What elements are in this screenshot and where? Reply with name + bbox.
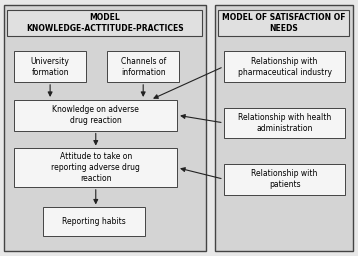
Text: Relationship with
patients: Relationship with patients (251, 169, 318, 189)
FancyBboxPatch shape (224, 108, 345, 138)
Text: Reporting habits: Reporting habits (62, 217, 126, 226)
Text: Attitude to take on
reporting adverse drug
reaction: Attitude to take on reporting adverse dr… (51, 152, 140, 183)
FancyBboxPatch shape (14, 51, 86, 82)
FancyBboxPatch shape (7, 10, 202, 36)
FancyBboxPatch shape (224, 51, 345, 82)
FancyBboxPatch shape (4, 5, 206, 251)
FancyBboxPatch shape (14, 148, 177, 187)
FancyBboxPatch shape (107, 51, 179, 82)
Text: Knowledge on adverse
drug reaction: Knowledge on adverse drug reaction (52, 105, 139, 125)
FancyBboxPatch shape (14, 100, 177, 131)
Text: Channels of
information: Channels of information (121, 57, 166, 77)
Text: MODEL OF SATISFACTION OF
NEEDS: MODEL OF SATISFACTION OF NEEDS (222, 13, 345, 33)
Text: Relationship with health
administration: Relationship with health administration (238, 113, 331, 133)
FancyBboxPatch shape (224, 164, 345, 195)
FancyBboxPatch shape (215, 5, 353, 251)
Text: Relationship with
pharmaceutical industry: Relationship with pharmaceutical industr… (238, 57, 332, 77)
FancyBboxPatch shape (218, 10, 349, 36)
Text: University
formation: University formation (31, 57, 69, 77)
Text: MODEL
KNOWLEDGE-ACTTITUDE-PRACTICES: MODEL KNOWLEDGE-ACTTITUDE-PRACTICES (26, 13, 184, 33)
FancyBboxPatch shape (43, 207, 145, 236)
